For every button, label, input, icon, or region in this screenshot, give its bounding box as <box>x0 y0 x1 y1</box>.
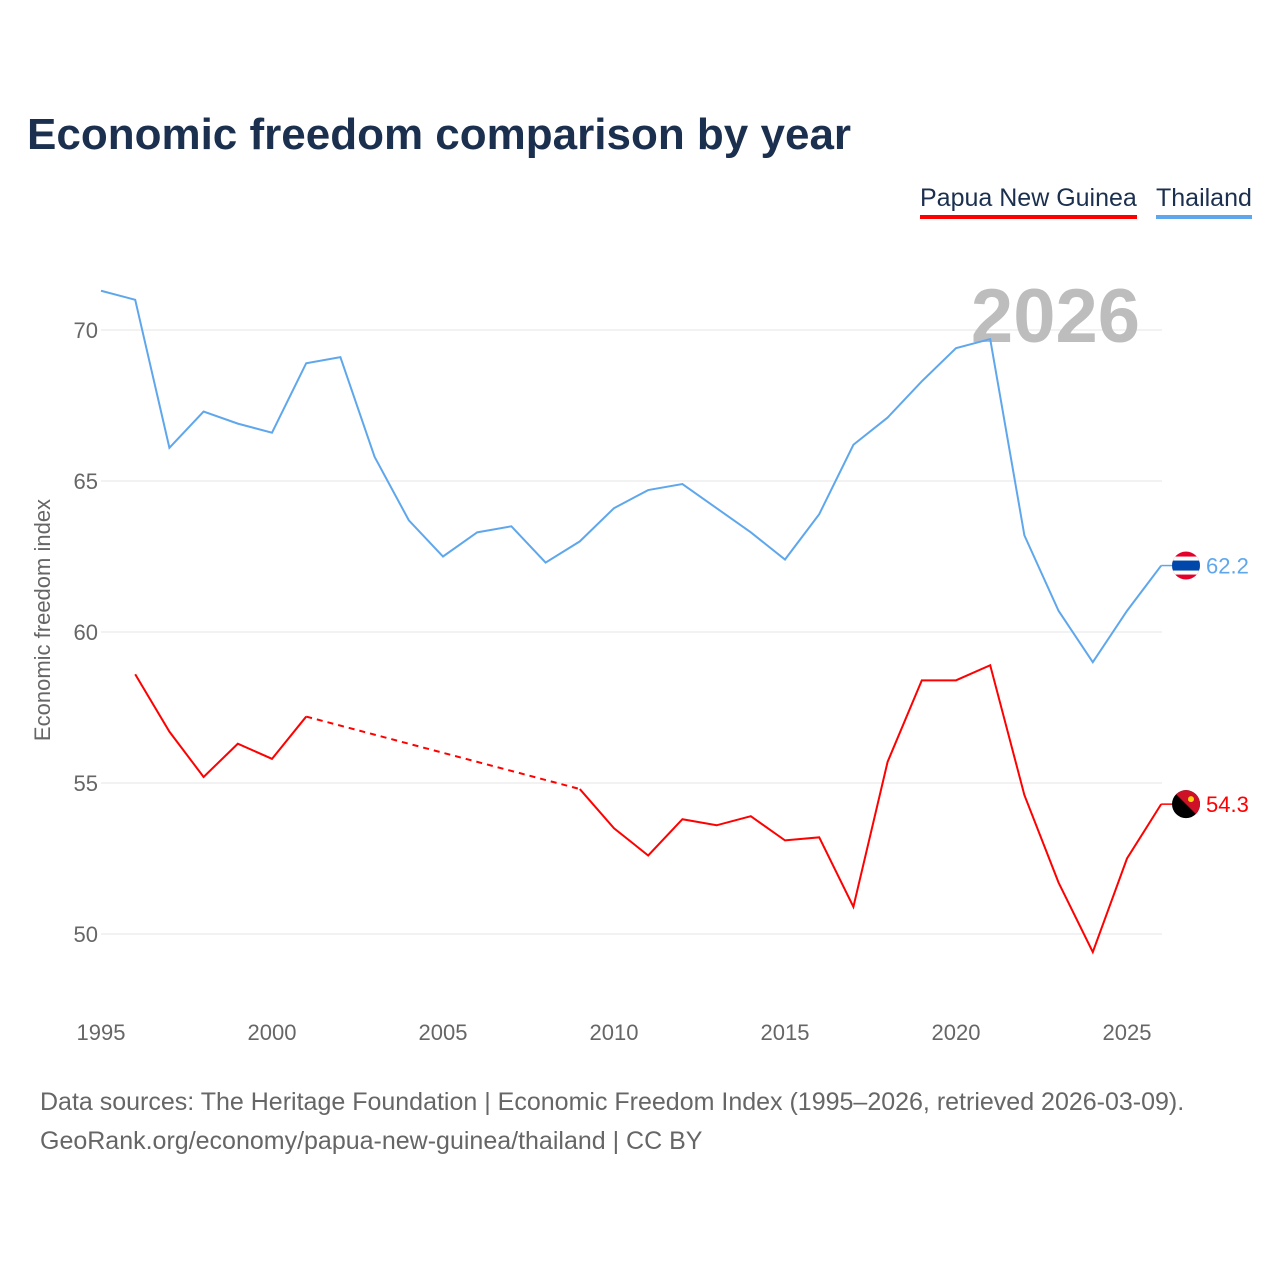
flag-icon-papua-new-guinea <box>1172 790 1200 819</box>
y-tick-label: 65 <box>74 469 98 494</box>
x-tick-label: 2015 <box>761 1020 810 1045</box>
end-value-label-papua-new-guinea: 54.3 <box>1206 792 1249 817</box>
x-tick-label: 1995 <box>77 1020 126 1045</box>
footer-link[interactable]: GeoRank.org/economy/papua-new-guinea/tha… <box>40 1127 703 1155</box>
y-axis-label: Economic freedom index <box>30 499 55 741</box>
x-tick-label: 2005 <box>419 1020 468 1045</box>
gap-line-papua-new-guinea <box>305 715 581 791</box>
x-tick-label: 2025 <box>1103 1020 1152 1045</box>
legend-thailand[interactable]: Thailand <box>1156 184 1252 219</box>
y-tick-label: 70 <box>74 318 98 343</box>
x-tick-label: 2010 <box>590 1020 639 1045</box>
y-tick-label: 60 <box>74 620 98 645</box>
year-watermark: 2026 <box>971 274 1140 359</box>
x-tick-label: 2000 <box>248 1020 297 1045</box>
series-line-papua-new-guinea <box>579 663 1163 955</box>
series-line-papua-new-guinea <box>134 673 307 779</box>
x-tick-label: 2020 <box>932 1020 981 1045</box>
flag-icon-thailand <box>1172 551 1200 580</box>
footer-sources: Data sources: The Heritage Foundation | … <box>40 1088 1185 1116</box>
y-tick-label: 50 <box>74 922 98 947</box>
legend-papua-new-guinea[interactable]: Papua New Guinea <box>920 184 1137 219</box>
series-line-thailand <box>100 289 1162 665</box>
end-value-label-thailand: 62.2 <box>1206 554 1249 579</box>
y-tick-label: 55 <box>74 771 98 796</box>
chart-title: Economic freedom comparison by year <box>27 110 852 159</box>
